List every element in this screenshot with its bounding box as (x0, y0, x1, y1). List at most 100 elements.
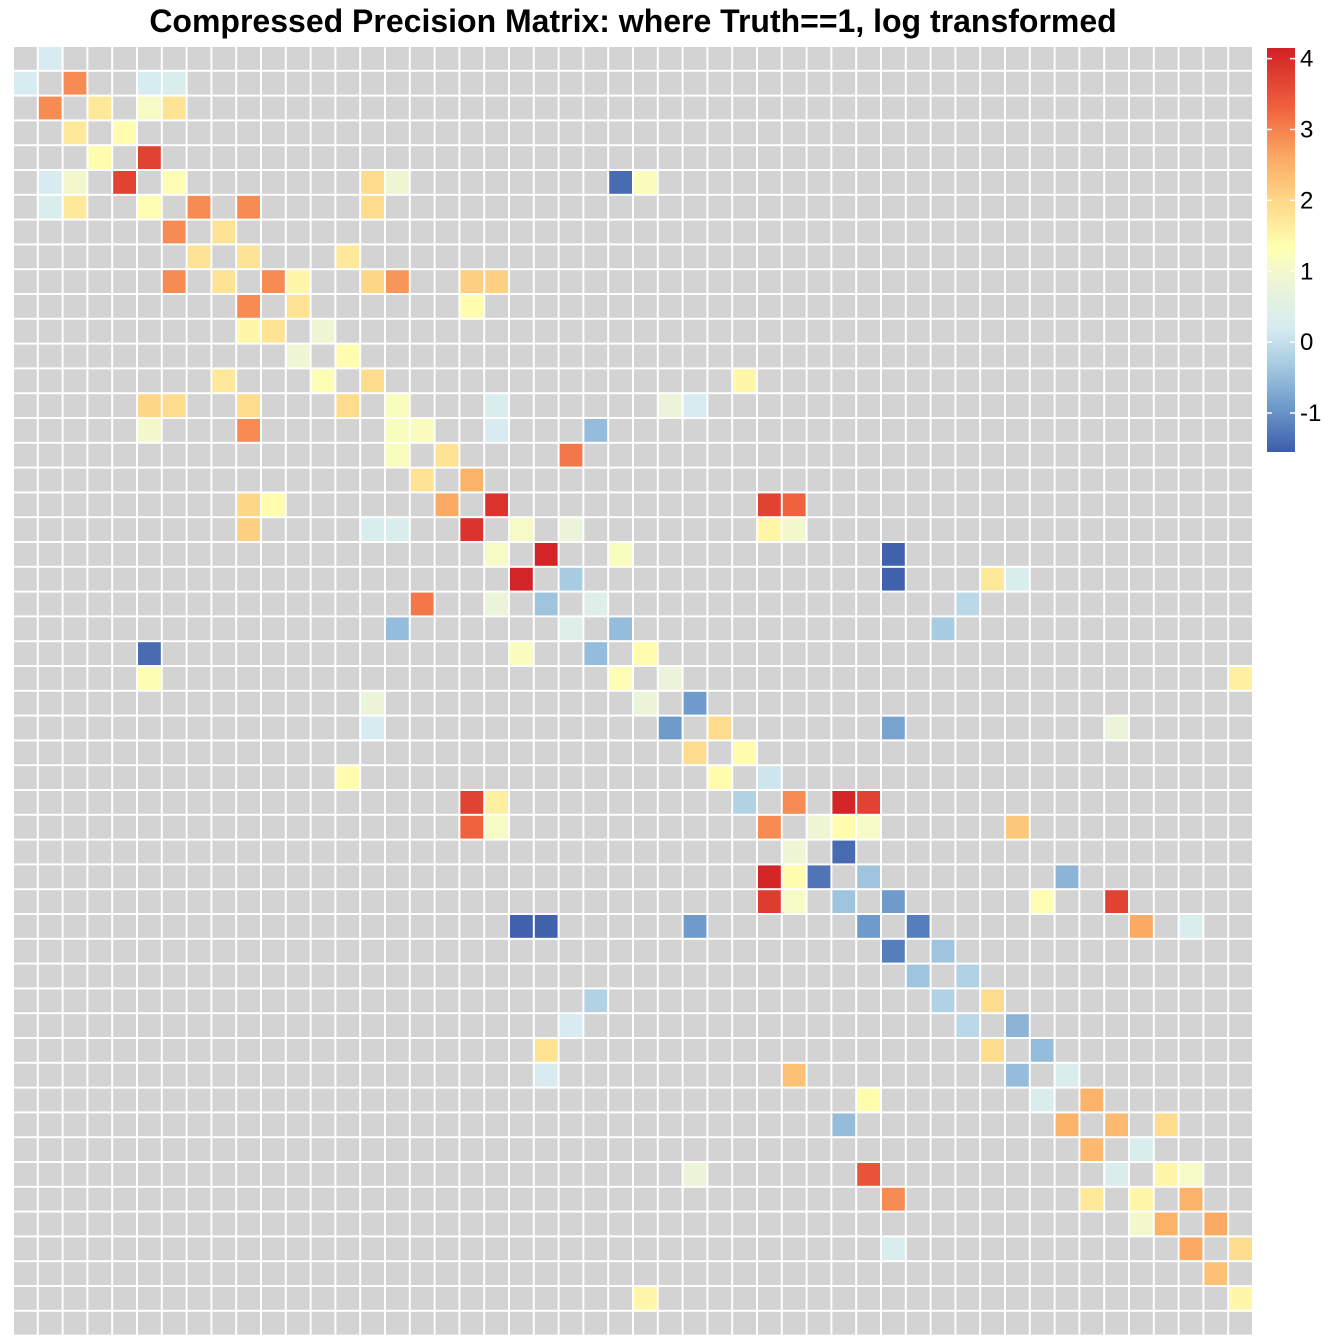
heatmap-cell-empty (981, 865, 1004, 889)
heatmap-cell-empty (212, 1187, 236, 1211)
heatmap-cell-empty (1006, 1262, 1029, 1285)
heatmap-cell-empty (832, 915, 856, 938)
heatmap-cell-empty (807, 220, 831, 244)
heatmap-cell (237, 295, 260, 318)
heatmap-cell-empty (1055, 543, 1079, 566)
heatmap-cell-empty (1105, 121, 1128, 145)
heatmap-cell-empty (410, 1014, 434, 1037)
heatmap-cell-empty (708, 1262, 732, 1285)
heatmap-cell (286, 344, 310, 368)
heatmap-cell-empty (584, 71, 608, 95)
heatmap-cell-empty (832, 121, 856, 145)
heatmap-cell (63, 71, 87, 95)
heatmap-cell-empty (1179, 1039, 1203, 1062)
heatmap-cell-empty (1154, 815, 1178, 839)
heatmap-cell-empty (534, 319, 558, 343)
heatmap-cell-empty (410, 1237, 434, 1261)
heatmap-cell-empty (782, 295, 806, 318)
heatmap-cell-empty (1006, 121, 1029, 145)
heatmap-cell-empty (113, 890, 136, 913)
heatmap-cell-empty (758, 195, 781, 219)
heatmap-cell-empty (1055, 1311, 1079, 1335)
heatmap-cell-empty (882, 443, 905, 467)
heatmap-cell-empty (758, 567, 781, 591)
heatmap-cell-empty (559, 71, 583, 95)
heatmap-cell-empty (410, 1113, 434, 1137)
heatmap-cell-empty (435, 419, 459, 442)
heatmap-cell-empty (510, 344, 533, 368)
heatmap-cell-empty (1229, 989, 1252, 1013)
heatmap-cell-empty (14, 667, 37, 690)
heatmap-cell-empty (485, 146, 508, 169)
heatmap-cell (559, 443, 583, 467)
heatmap-cell-empty (311, 890, 335, 913)
heatmap-cell-empty (708, 146, 732, 169)
heatmap-cell-empty (658, 791, 682, 814)
heatmap-cell-empty (857, 1063, 880, 1087)
heatmap-cell-empty (658, 1014, 682, 1037)
heatmap-cell-empty (361, 989, 384, 1013)
heatmap-cell-empty (832, 71, 856, 95)
heatmap-cell-empty (1006, 319, 1029, 343)
heatmap-cell-empty (435, 543, 459, 566)
heatmap-cell-empty (931, 1237, 955, 1261)
heatmap-cell-empty (857, 220, 880, 244)
heatmap-cell-empty (931, 295, 955, 318)
heatmap-cell-empty (435, 1212, 459, 1236)
heatmap-cell-empty (460, 47, 484, 70)
heatmap-cell-empty (882, 270, 905, 293)
heatmap-cell-empty (1154, 270, 1178, 293)
heatmap-cell-empty (113, 493, 136, 517)
heatmap-cell-empty (435, 1088, 459, 1112)
heatmap-cell-empty (733, 1063, 756, 1087)
heatmap-cell (906, 915, 930, 938)
heatmap-cell-empty (658, 989, 682, 1013)
heatmap-cell-empty (1179, 964, 1203, 988)
heatmap-cell-empty (113, 1063, 136, 1087)
heatmap-cell-empty (113, 543, 136, 566)
heatmap-cell-empty (807, 419, 831, 442)
heatmap-cell-empty (386, 1163, 409, 1186)
heatmap-cell-empty (1229, 1039, 1252, 1062)
heatmap-cell-empty (14, 815, 37, 839)
heatmap-cell (138, 642, 161, 665)
heatmap-cell-empty (336, 1163, 360, 1186)
heatmap-cell-empty (658, 1138, 682, 1161)
heatmap-cell-empty (1080, 741, 1104, 765)
heatmap-cell-empty (733, 71, 756, 95)
heatmap-cell-empty (658, 220, 682, 244)
heatmap-cell-empty (63, 890, 87, 913)
heatmap-cell-empty (981, 468, 1004, 492)
heatmap-cell-empty (510, 1113, 533, 1137)
heatmap-cell-empty (1006, 419, 1029, 442)
heatmap-cell-empty (14, 1262, 37, 1285)
heatmap-cell-empty (410, 865, 434, 889)
heatmap-cell-empty (262, 543, 285, 566)
heatmap-cell-empty (956, 270, 980, 293)
heatmap-cell (534, 592, 558, 616)
heatmap-cell-empty (981, 1212, 1004, 1236)
heatmap-cell-empty (460, 1237, 484, 1261)
heatmap-cell (683, 394, 707, 417)
heatmap-cell-empty (212, 840, 236, 864)
heatmap-cell (782, 890, 806, 913)
heatmap-cell-empty (510, 592, 533, 616)
heatmap-cell-empty (609, 96, 632, 120)
heatmap-cell-empty (386, 1039, 409, 1062)
heatmap-cell-empty (981, 1138, 1004, 1161)
heatmap-cell (485, 815, 508, 839)
heatmap-cell-empty (336, 815, 360, 839)
heatmap-cell-empty (485, 1262, 508, 1285)
heatmap-cell-empty (832, 443, 856, 467)
heatmap-cell-empty (708, 443, 732, 467)
heatmap-cell-empty (435, 220, 459, 244)
heatmap-cell (857, 1163, 880, 1186)
heatmap-cell-empty (584, 791, 608, 814)
heatmap-cell-empty (683, 518, 707, 541)
heatmap-cell (88, 96, 112, 120)
heatmap-cell-empty (485, 220, 508, 244)
heatmap-cell-empty (708, 840, 732, 864)
heatmap-cell-empty (683, 1039, 707, 1062)
heatmap-cell (931, 989, 955, 1013)
